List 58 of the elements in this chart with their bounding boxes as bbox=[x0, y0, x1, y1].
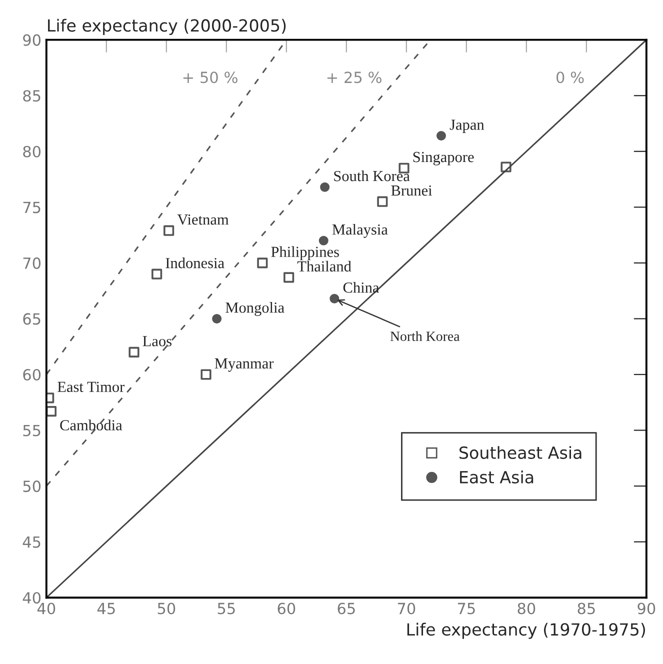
x-tick-label: 75 bbox=[458, 602, 475, 614]
point bbox=[377, 196, 388, 207]
point bbox=[330, 294, 340, 304]
annotation: Indonesia bbox=[166, 257, 224, 268]
x-tick-label: 65 bbox=[338, 602, 355, 614]
x-tick-label: 85 bbox=[578, 602, 595, 614]
x-tick-label: 60 bbox=[278, 602, 296, 614]
y-tick-label: 70 bbox=[23, 257, 41, 269]
annotation: Brunei bbox=[391, 185, 432, 196]
point bbox=[284, 272, 294, 283]
y-tick-label: 55 bbox=[23, 424, 40, 436]
point bbox=[128, 346, 140, 358]
annotation: Japan bbox=[450, 120, 484, 133]
y-tick-label: 50 bbox=[23, 480, 41, 492]
annotation: China bbox=[343, 282, 380, 293]
legend-label: Southeast Asia bbox=[460, 446, 582, 459]
point bbox=[212, 314, 222, 324]
y-axis-title: Life expectancy (2000-2005) bbox=[48, 18, 286, 35]
x-axis-title: Life expectancy (1970-1975) bbox=[407, 622, 645, 639]
series-label: + 50 % bbox=[183, 72, 238, 84]
annotation: North Korea bbox=[390, 331, 460, 342]
legend-label: East Asia bbox=[460, 470, 534, 484]
y-tick-label: 65 bbox=[23, 313, 40, 325]
y-tick-label: 45 bbox=[22, 536, 40, 548]
point bbox=[318, 236, 328, 246]
point bbox=[257, 258, 268, 268]
annotation: Singapore bbox=[413, 152, 474, 166]
point bbox=[200, 369, 212, 380]
y-tick-label: 90 bbox=[23, 34, 41, 46]
annotation: Malaysia bbox=[332, 224, 388, 238]
y-tick-label: 85 bbox=[23, 90, 40, 102]
x-tick-label: 90 bbox=[638, 602, 656, 614]
x-tick-label: 55 bbox=[218, 602, 235, 614]
series-label: + 25 % bbox=[327, 72, 382, 84]
y-tick-label: 75 bbox=[23, 202, 40, 214]
annotation: Laos bbox=[142, 336, 172, 346]
annotation: Vietnam bbox=[177, 214, 229, 225]
point bbox=[46, 406, 57, 417]
point bbox=[164, 225, 174, 236]
x-tick-label: 70 bbox=[398, 602, 416, 614]
series-label: 0 % bbox=[556, 72, 584, 84]
y-tick-label: 80 bbox=[23, 146, 41, 158]
annotation: Mongolia bbox=[226, 302, 284, 316]
point bbox=[436, 131, 446, 141]
annotation: Cambodia bbox=[60, 420, 122, 430]
point bbox=[320, 182, 330, 192]
x-tick-label: 40 bbox=[37, 602, 56, 614]
annotation: Thailand bbox=[297, 260, 352, 272]
annotation: Myanmar bbox=[214, 358, 274, 372]
x-tick-label: 80 bbox=[518, 602, 536, 614]
point bbox=[152, 268, 162, 280]
y-tick-label: 40 bbox=[22, 592, 41, 604]
x-tick-label: 50 bbox=[158, 602, 176, 614]
annotation: East Timor bbox=[58, 382, 125, 392]
x-tick-label: 45 bbox=[97, 602, 115, 614]
annotation: Philippines bbox=[271, 246, 339, 260]
y-tick-label: 60 bbox=[23, 368, 41, 381]
annotation: South Korea bbox=[334, 170, 410, 182]
